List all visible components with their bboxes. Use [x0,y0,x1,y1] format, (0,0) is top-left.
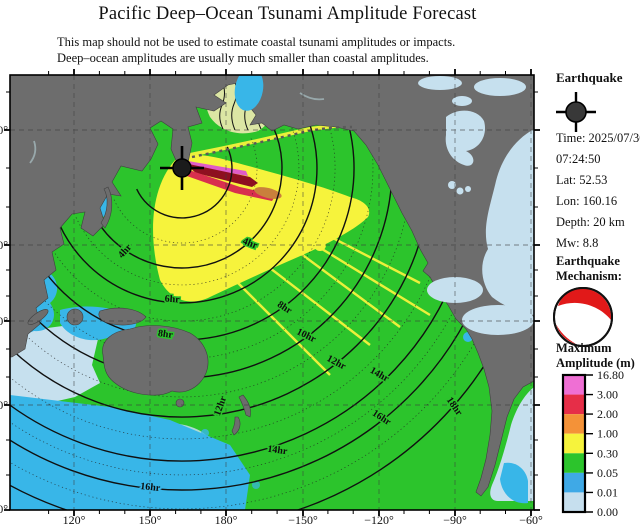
travel-time-contours-solid [10,75,534,510]
land-australia [102,325,209,396]
gulf-of-mexico [427,277,483,303]
land-tasmania [175,398,185,408]
page-title: Pacific Deep–Ocean Tsunami Amplitude For… [98,4,477,24]
arctic-patch [474,78,526,96]
travel-time-contours-dotted [10,75,524,510]
x-tick-label: 120° [63,513,86,527]
colorbar-heading-line-2: Amplitude (m) [556,356,635,370]
colorbar-segment [563,375,585,395]
earthquake-time-value: 07:24:50 [556,152,601,166]
x-tick-label: −120° [364,513,394,527]
earthquake-time-label: Time: 2025/07/30 [556,131,640,145]
forecast-map: 4hr 4hr 6hr 8hr 8hr 10hr 12hr 12hr 14hr … [0,69,543,527]
colorbar-segment [563,492,585,513]
bering-strait [234,75,264,111]
map-layers: 4hr 4hr 6hr 8hr 8hr 10hr 12hr 12hr 14hr … [10,75,534,510]
colorbar-border [561,373,587,514]
colorbar-segments [563,375,585,513]
y-tick-label: 60° [0,123,8,137]
contour-label: 6hr [164,293,180,305]
atlantic-northeast [482,129,534,315]
amplitude-colorbar: 16.80 3.00 2.00 1.00 0.30 0.05 0.01 0.00 [561,370,624,519]
river-marks [29,92,325,164]
earthquake-depth: Depth: 20 km [556,215,625,229]
colorbar-segment [563,453,585,473]
land-masses [10,75,534,497]
x-tick-label: −90° [443,513,467,527]
arctic-patch [418,76,462,90]
epicenter-legend-icon [556,92,596,132]
colorbar-segment [563,414,585,434]
disclaimer-line-1: This map should not be used to estimate … [57,35,456,49]
colorbar-segment [563,394,585,415]
land-borneo [66,308,84,326]
x-tick-label: 150° [139,513,162,527]
cyan-water-over-land [234,75,528,504]
great-lake [448,181,456,189]
colorbar-tick-label: 16.80 [597,370,624,382]
colorbar-segment [563,433,585,454]
colorbar-tick-labels: 16.80 3.00 2.00 1.00 0.30 0.05 0.01 0.00 [597,370,624,519]
patagonia-shelf [500,462,528,504]
mechanism-heading-line-2: Mechanism: [556,269,622,283]
disclaimer-line-2: Deep–ocean amplitudes are usually much s… [57,51,429,65]
contour-label: 14hr [267,444,289,458]
colorbar-tick-label: 0.05 [597,466,618,480]
y-tick-label: −30° [0,398,8,412]
earthquake-heading: Earthquake [556,70,623,85]
map-frame [4,69,540,516]
contour-label: 8hr [157,328,174,341]
contour-label: 16hr [140,481,162,494]
land-asia [10,75,253,358]
earthquake-lat: Lat: 52.53 [556,173,608,187]
colorbar-segment [563,472,585,493]
focal-mechanism-beachball [553,287,613,347]
earthquake-magnitude: Mw: 8.8 [556,236,599,250]
colorbar-heading-line-1: Maximum [556,341,612,355]
epicenter-symbol [160,146,204,190]
y-tick-label: 0° [0,314,8,328]
colorbar-tick-label: 0.00 [597,505,618,519]
colorbar-tick-label: 2.00 [597,407,618,421]
caribbean-sea [462,305,534,335]
graticule [10,75,534,510]
hudson-bay [445,110,486,166]
y-tick-label: 30° [0,238,8,252]
x-axis-labels: 120° 150° 180° −150° −120° −90° −60° [63,513,543,527]
colorbar-tick-label: 0.30 [597,446,618,460]
great-lake [465,186,471,192]
land-japan [100,186,113,229]
x-tick-label: 180° [215,513,238,527]
earthquake-lon: Lon: 160.16 [556,194,618,208]
y-tick-label: −60° [0,502,8,516]
x-tick-label: −150° [288,513,318,527]
mechanism-heading-line-1: Earthquake [556,254,620,268]
x-tick-label: −60° [519,513,543,527]
colorbar-tick-label: 0.01 [597,485,618,499]
colorbar-ticks [585,374,593,513]
arctic-patch [452,96,472,106]
colorbar-tick-label: 3.00 [597,388,618,402]
y-axis-labels: 60° 30° 0° −30° −60° [0,123,8,516]
great-lake [456,187,464,195]
colorbar-tick-label: 1.00 [597,427,618,441]
